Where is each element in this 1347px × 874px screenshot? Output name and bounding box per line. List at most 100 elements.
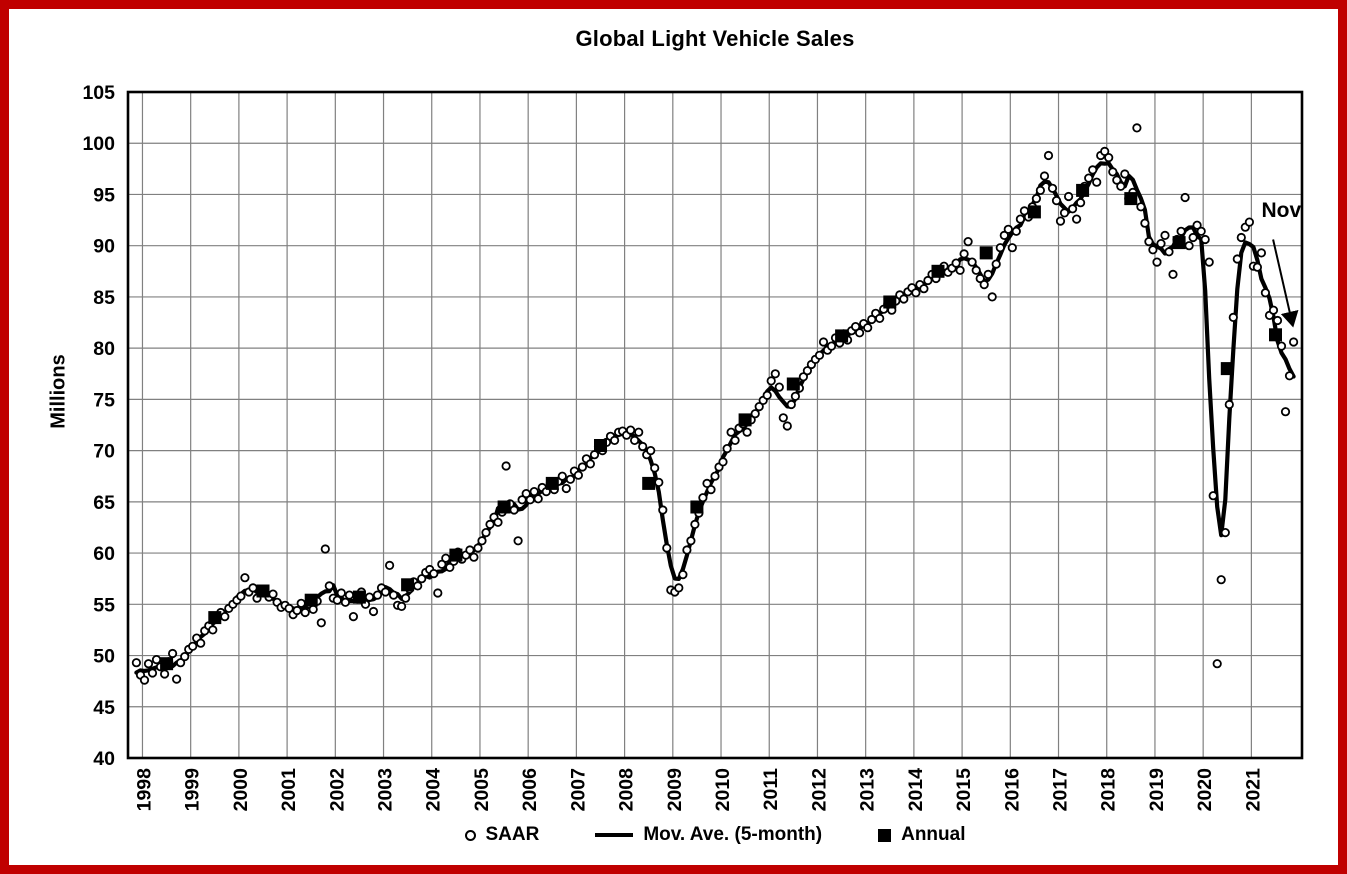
annual-point xyxy=(449,548,463,562)
saar-point xyxy=(923,275,933,286)
saar-point xyxy=(818,337,829,347)
saar-point xyxy=(1148,245,1158,255)
annual-point xyxy=(1172,236,1186,250)
saar-point xyxy=(983,269,993,279)
saar-point xyxy=(296,598,306,608)
saar-point xyxy=(650,463,660,473)
saar-point xyxy=(1224,399,1234,410)
saar-point xyxy=(565,474,576,484)
x-tick-label: 2008 xyxy=(616,768,638,812)
saar-point xyxy=(417,574,427,584)
annual-point xyxy=(1076,183,1090,197)
y-tick-label: 40 xyxy=(93,748,115,770)
saar-point xyxy=(413,581,423,591)
saar-point xyxy=(899,294,909,304)
saar-point xyxy=(1160,230,1170,240)
saar-point xyxy=(485,519,495,530)
saar-point xyxy=(634,427,644,437)
saar-point xyxy=(722,443,732,454)
annual-point xyxy=(883,295,897,309)
saar-point xyxy=(513,536,523,546)
y-tick-label: 105 xyxy=(82,82,115,104)
legend-item-moving-average: Mov. Ave. (5-month) xyxy=(595,824,822,846)
annual-point xyxy=(835,329,849,343)
saar-point xyxy=(999,230,1009,240)
saar-point xyxy=(674,583,684,593)
moving-average-line-icon xyxy=(595,833,634,837)
saar-point xyxy=(646,445,656,456)
x-tick-label: 2011 xyxy=(760,768,782,810)
saar-point xyxy=(380,587,391,597)
x-tick-label: 1999 xyxy=(182,768,204,812)
saar-point xyxy=(316,618,326,628)
saar-point xyxy=(1031,194,1042,204)
annual-point xyxy=(1124,192,1138,206)
saar-point xyxy=(1276,341,1287,351)
saar-point xyxy=(585,459,596,469)
saar-point xyxy=(1228,312,1238,322)
saar-point xyxy=(1152,257,1162,267)
saar-point xyxy=(340,597,350,607)
legend-label-annual: Annual xyxy=(901,824,966,845)
saar-point xyxy=(955,265,965,275)
saar-point xyxy=(975,273,985,284)
saar-point xyxy=(1132,123,1142,133)
x-tick-label: 2010 xyxy=(712,768,734,812)
saar-point xyxy=(557,471,567,481)
saar-point xyxy=(1140,218,1150,228)
saar-point xyxy=(509,505,519,515)
saar-point xyxy=(690,519,700,530)
saar-point xyxy=(336,588,346,598)
saar-point xyxy=(469,552,479,562)
saar-point xyxy=(770,369,780,379)
saar-point xyxy=(240,573,250,583)
saar-point xyxy=(1208,491,1218,501)
legend-label-saar: SAAR xyxy=(485,824,540,845)
saar-point xyxy=(525,495,535,505)
saar-point xyxy=(678,569,688,580)
saar-point xyxy=(533,494,543,504)
saar-point xyxy=(987,292,997,302)
saar-point xyxy=(766,376,776,386)
x-tick-label: 2016 xyxy=(1001,768,1023,812)
saar-point xyxy=(662,543,672,553)
x-tick-label: 2007 xyxy=(567,768,589,811)
saar-point xyxy=(919,284,929,294)
saar-point xyxy=(529,486,539,497)
saar-point xyxy=(160,669,170,679)
saar-point xyxy=(1072,214,1082,224)
saar-point xyxy=(863,323,873,333)
saar-point xyxy=(348,611,358,622)
x-tick-label: 2004 xyxy=(423,768,445,812)
x-tick-label: 2009 xyxy=(664,768,686,812)
saar-point xyxy=(1180,192,1190,203)
saar-point xyxy=(172,674,182,684)
saar-point xyxy=(750,409,760,419)
saar-point xyxy=(774,382,784,392)
saar-point xyxy=(573,470,584,480)
x-tick-label: 2020 xyxy=(1194,768,1216,812)
saar-point xyxy=(971,265,981,275)
saar-point xyxy=(754,401,764,412)
saar-point xyxy=(706,484,716,495)
saar-point xyxy=(1051,196,1062,206)
saar-point xyxy=(151,654,162,665)
saar-point xyxy=(396,601,407,612)
saar-point xyxy=(1164,247,1174,257)
saar-point xyxy=(1244,217,1255,227)
saar-point xyxy=(437,559,447,569)
saar-point xyxy=(501,461,511,471)
saar-point xyxy=(967,257,977,267)
saar-point xyxy=(1280,407,1291,417)
saar-point xyxy=(702,478,712,488)
saar-point xyxy=(609,435,620,445)
saar-point xyxy=(1176,226,1186,236)
saar-point xyxy=(1260,288,1271,298)
x-tick-label: 2005 xyxy=(471,768,493,812)
y-tick-label: 50 xyxy=(93,646,115,668)
x-tick-label: 2013 xyxy=(857,768,879,812)
saar-point xyxy=(995,243,1005,253)
x-tick-label: 2002 xyxy=(326,768,348,812)
saar-point xyxy=(1108,167,1118,177)
